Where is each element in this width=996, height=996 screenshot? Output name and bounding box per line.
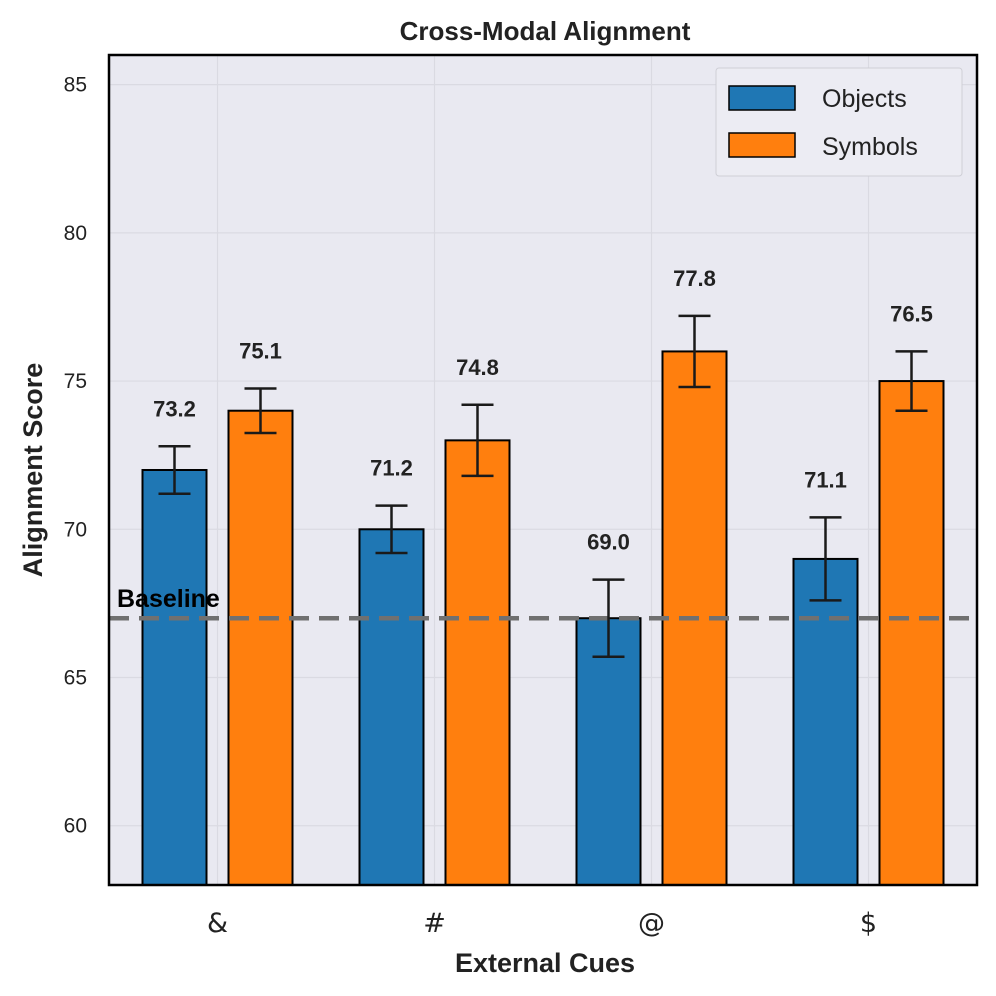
bar-objects (575, 617, 642, 886)
legend-label-symbols: Symbols (822, 133, 918, 161)
bar-symbols (444, 439, 511, 886)
bar-objects (358, 528, 425, 886)
y-tick-label: 75 (64, 370, 87, 393)
value-label-symbols: 75.1 (239, 338, 282, 363)
x-tick-label: @ (638, 908, 665, 939)
bar-symbols (227, 409, 294, 886)
x-tick-label: & (207, 908, 228, 939)
value-labels: 73.2 71.2 69.0 71.1 75.1 74.8 77.8 76.5 (153, 266, 933, 555)
x-tick-label: # (423, 908, 446, 939)
chart-title: Cross-Modal Alignment (400, 16, 691, 46)
value-label-objects: 71.2 (370, 456, 413, 481)
x-tick-label: $ (860, 908, 877, 939)
x-axis-label: External Cues (455, 948, 635, 978)
legend-swatch-objects (728, 85, 796, 111)
value-label-objects: 71.1 (804, 467, 847, 492)
bar-objects (141, 469, 208, 886)
legend-label-objects: Objects (822, 85, 907, 113)
y-tick-label: 60 (64, 815, 87, 838)
baseline: Baseline (109, 585, 977, 621)
y-tick-label: 85 (64, 74, 87, 97)
y-axis-label: Alignment Score (18, 363, 48, 578)
value-label-symbols: 74.8 (456, 355, 499, 380)
value-label-objects: 73.2 (153, 396, 196, 421)
bar-symbols (878, 380, 945, 886)
baseline-label: Baseline (117, 585, 220, 613)
value-label-objects: 69.0 (587, 530, 630, 555)
bar-objects (792, 557, 859, 887)
plot-frame (107, 53, 979, 887)
error-bars (158, 314, 928, 658)
value-label-symbols: 77.8 (673, 266, 716, 291)
legend: Objects Symbols (715, 67, 963, 177)
legend-swatch-symbols (728, 132, 796, 158)
y-tick-label: 80 (64, 222, 87, 245)
y-tick-label: 65 (64, 667, 87, 690)
y-ticks: 60 65 70 75 80 85 (64, 74, 87, 838)
value-label-symbols: 76.5 (890, 301, 933, 326)
bars (141, 350, 945, 887)
x-ticks: & # @ $ (207, 908, 877, 939)
y-tick-label: 70 (64, 518, 87, 541)
